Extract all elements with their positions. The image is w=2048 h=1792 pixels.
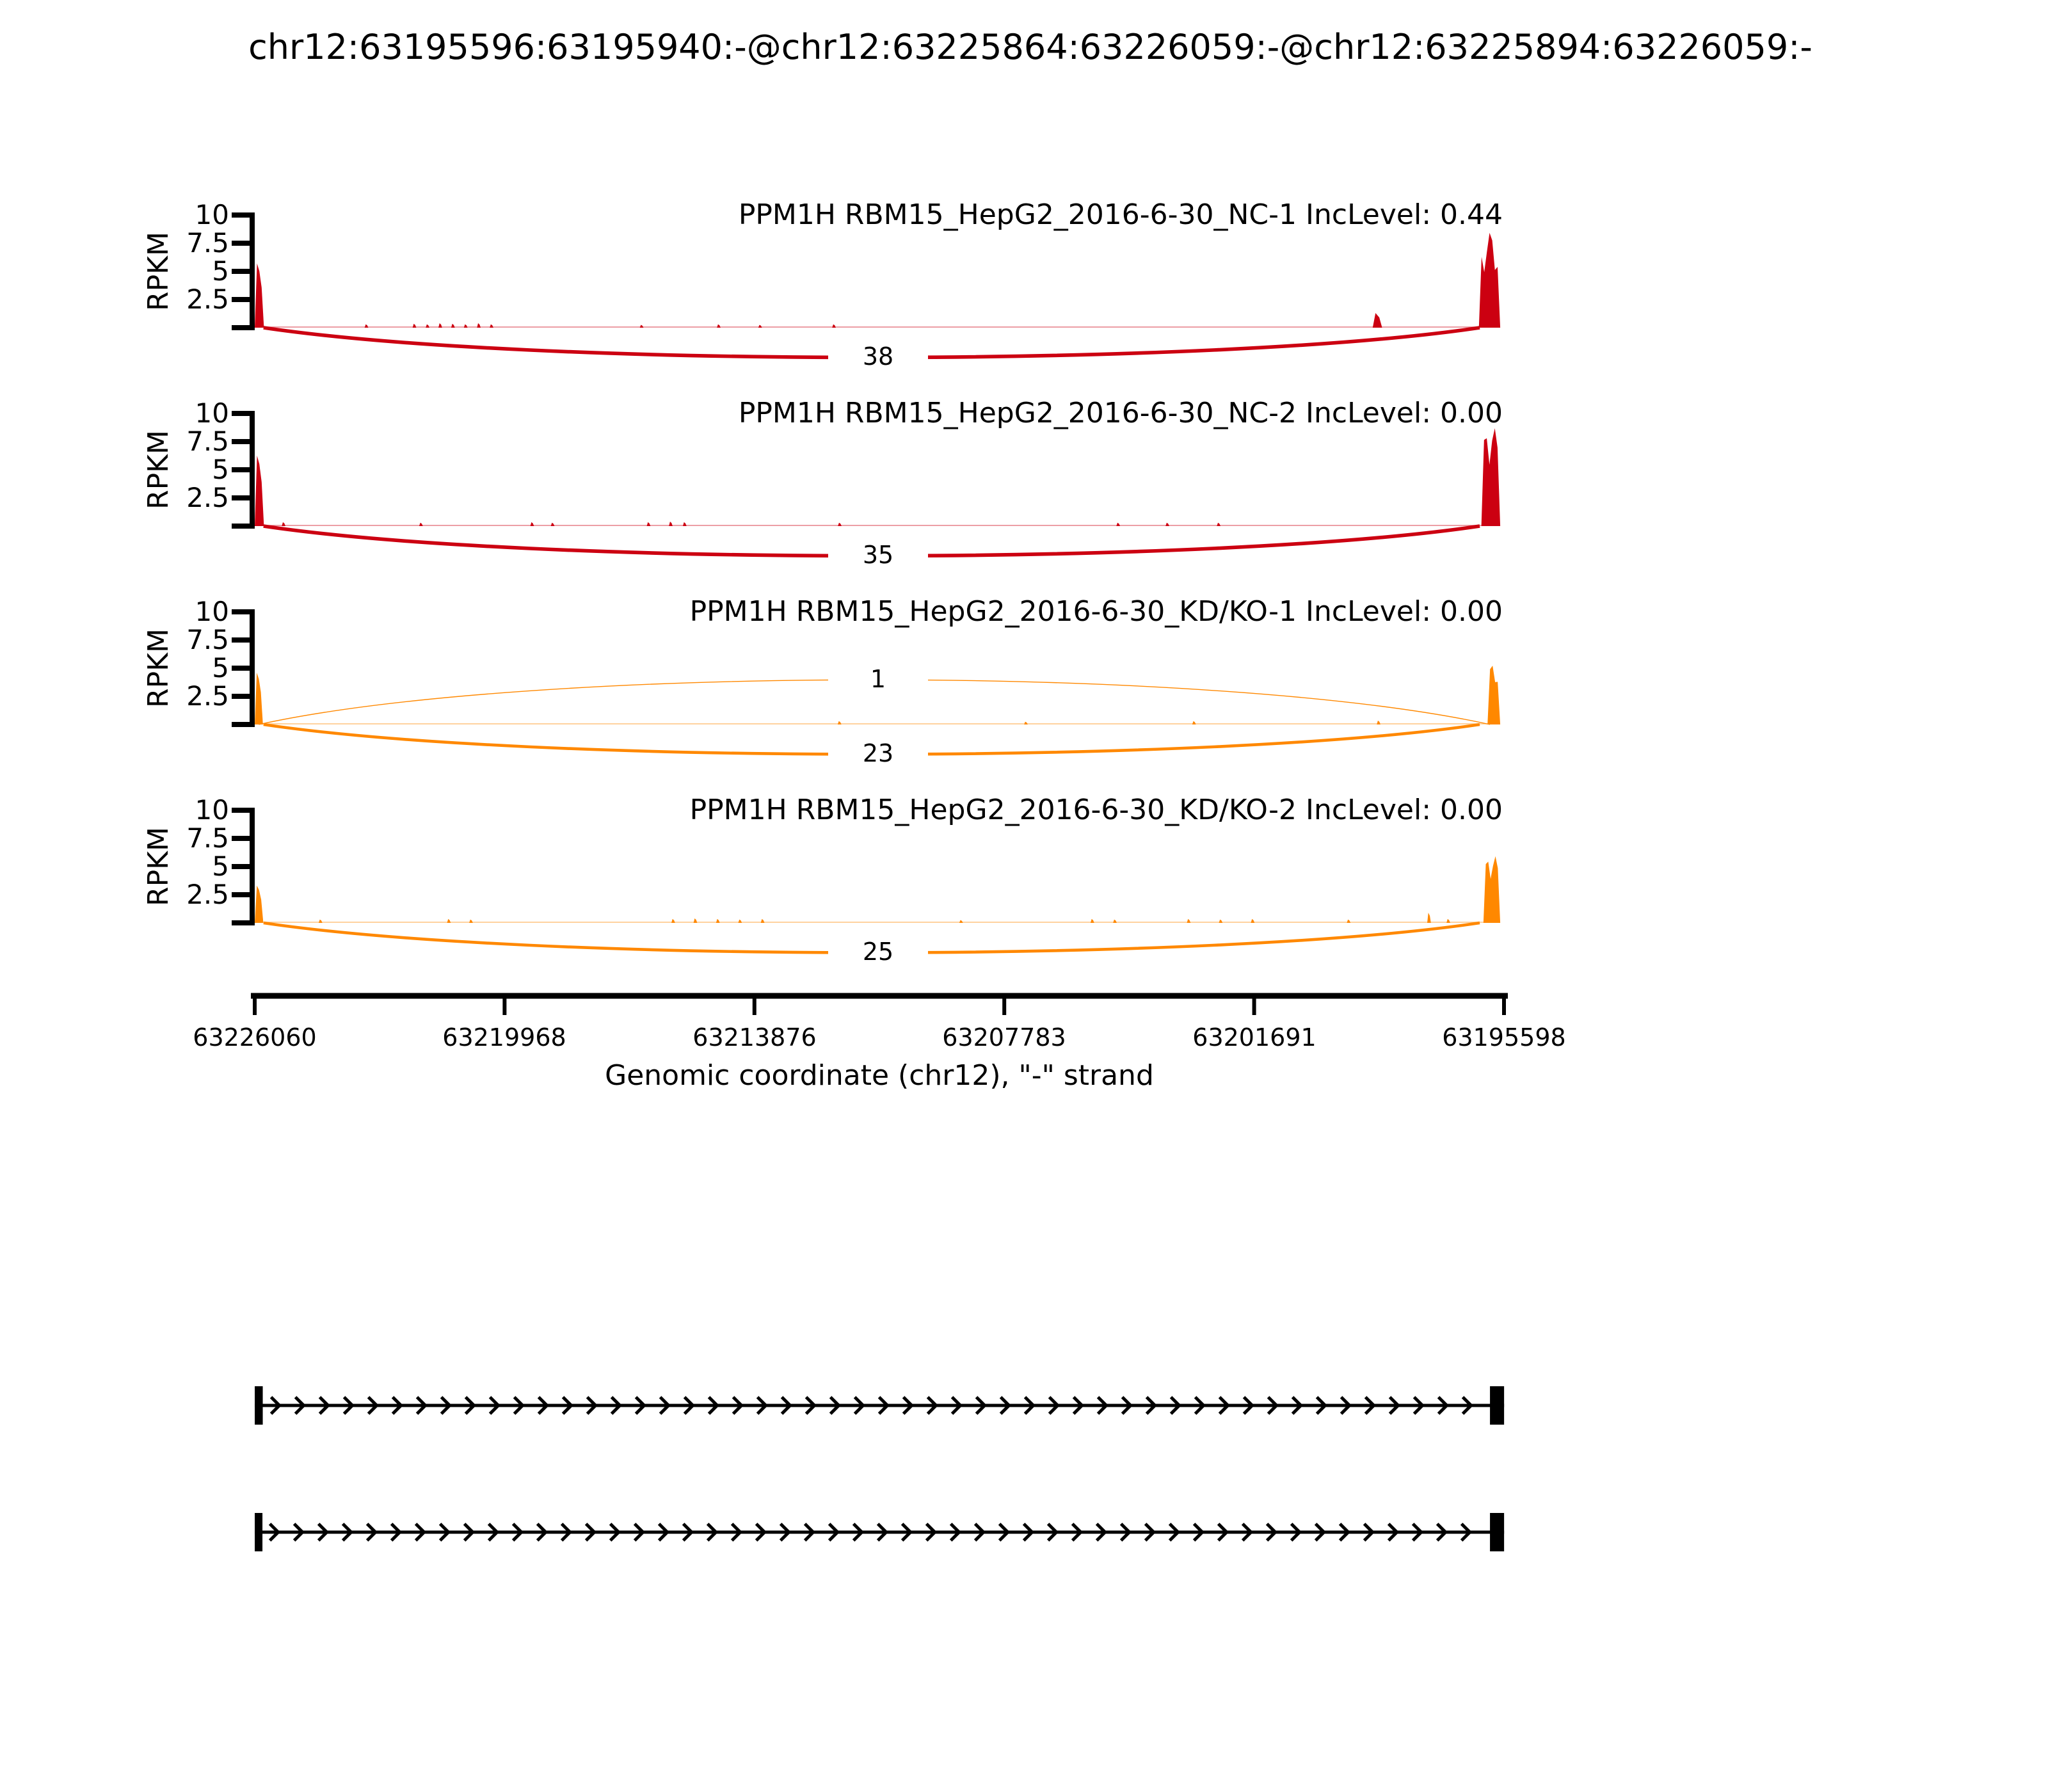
track-1-ytick-10: 10 [195,199,229,230]
track-2-ytick-10: 10 [195,397,229,429]
track-1-ytick-5: 5 [212,255,229,287]
x-axis-title: Genomic coordinate (chr12), "-" strand [605,1059,1154,1092]
x-tick-63226060: 63226060 [193,1023,316,1052]
track-3-ytick-7-5: 7.5 [186,624,229,655]
plot-text-layer: chr12:63195596:63195940:-@chr12:63225864… [142,27,1812,1092]
track-1-ytick-7-5: 7.5 [186,227,229,259]
track-3-labels: PPM1H RBM15_HepG2_2016-6-30_KD/KO-1 IncL… [142,595,1503,767]
track-4-ytick-10: 10 [195,794,229,826]
track-2-ytick-2-5: 2.5 [186,482,229,513]
track-3-ytick-5: 5 [212,652,229,684]
track-1-ylabel: RPKM [142,232,175,311]
x-axis-labels: 63226060 63219968 63213876 63207783 6320… [193,1023,1565,1092]
track-1-labels: PPM1H RBM15_HepG2_2016-6-30_NC-1 IncLeve… [142,198,1503,371]
x-tick-63207783: 63207783 [942,1023,1066,1052]
track-4-ytick-7-5: 7.5 [186,822,229,854]
track-2-junction-count: 35 [863,541,893,569]
track-4-header: PPM1H RBM15_HepG2_2016-6-30_KD/KO-2 IncL… [690,794,1503,826]
track-1-junction-count: 38 [863,342,893,371]
track-1-header: PPM1H RBM15_HepG2_2016-6-30_NC-1 IncLeve… [739,198,1503,231]
track-4-ylabel: RPKM [142,827,175,906]
plot-dynamic-layer [232,212,1508,1551]
track-2-header: PPM1H RBM15_HepG2_2016-6-30_NC-2 IncLeve… [739,397,1503,429]
track-4-junction-count: 25 [863,938,893,966]
track-4-ytick-2-5: 2.5 [186,879,229,910]
track-3-header: PPM1H RBM15_HepG2_2016-6-30_KD/KO-1 IncL… [690,595,1503,628]
track-3-ytick-10: 10 [195,596,229,627]
track-2-labels: PPM1H RBM15_HepG2_2016-6-30_NC-2 IncLeve… [142,397,1503,569]
track-3-junction-count-skipping: 23 [863,739,893,767]
x-tick-63195598: 63195598 [1442,1023,1565,1052]
track-1-ytick-2-5: 2.5 [186,284,229,315]
track-2-ytick-5: 5 [212,454,229,485]
track-2-ylabel: RPKM [142,430,175,509]
x-tick-63219968: 63219968 [442,1023,566,1052]
track-3-ytick-2-5: 2.5 [186,680,229,712]
track-3-ylabel: RPKM [142,628,175,708]
track-4-labels: PPM1H RBM15_HepG2_2016-6-30_KD/KO-2 IncL… [142,794,1503,966]
track-3-junction-count-inclusion: 1 [870,665,886,693]
x-tick-63201691: 63201691 [1192,1023,1316,1052]
track-2-ytick-7-5: 7.5 [186,426,229,457]
plot-title: chr12:63195596:63195940:-@chr12:63225864… [248,27,1812,67]
track-4-ytick-5: 5 [212,851,229,882]
x-tick-63213876: 63213876 [692,1023,816,1052]
